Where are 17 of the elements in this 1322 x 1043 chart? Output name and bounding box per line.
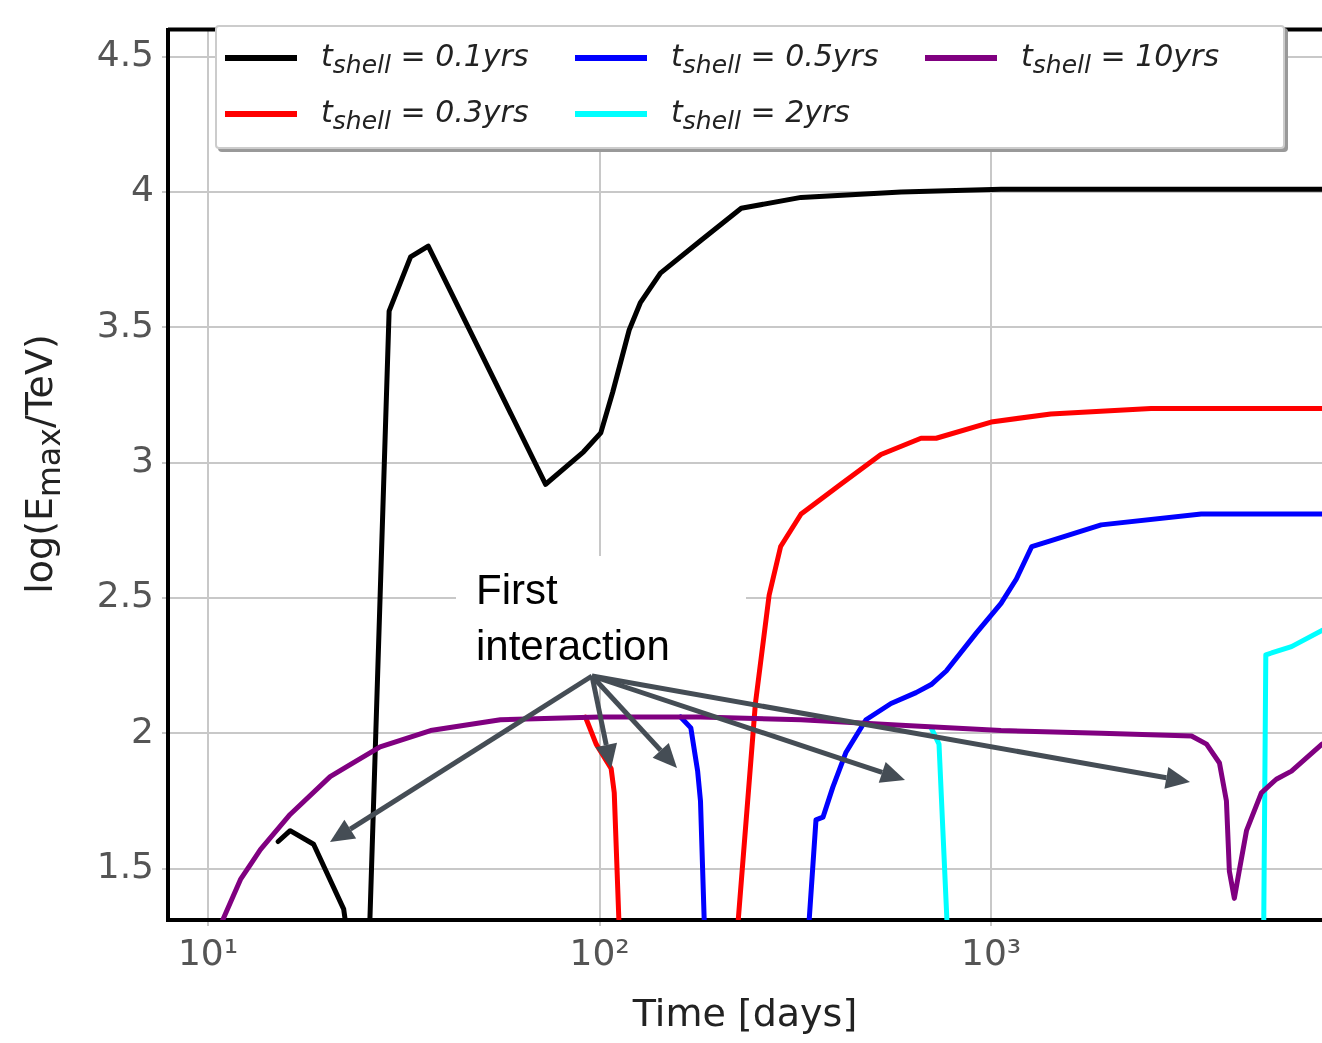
- y-tick-label: 3.5: [96, 303, 154, 345]
- annotation: First interaction: [456, 556, 746, 680]
- x-axis-title: Time [days]: [631, 991, 858, 1036]
- y-tick-label: 3: [131, 438, 154, 480]
- y-tick-label: 2.5: [96, 574, 154, 616]
- legend-label: t$_{shell}$ = 0.3yrs: [321, 93, 529, 135]
- x-tick-label: 10¹: [177, 931, 239, 973]
- y-tick-label: 4: [131, 168, 154, 210]
- x-tick-label: 10²: [569, 931, 630, 973]
- legend-label: t$_{shell}$ = 2yrs: [671, 93, 850, 135]
- y-tick-label: 4.5: [96, 33, 154, 75]
- legend-label: t$_{shell}$ = 10yrs: [1021, 37, 1220, 79]
- y-tick-label: 1.5: [96, 844, 154, 886]
- x-tick-label: 10³: [961, 931, 1022, 973]
- legend-label: t$_{shell}$ = 0.5yrs: [671, 37, 879, 79]
- legend-label: t$_{shell}$ = 0.1yrs: [321, 37, 529, 79]
- y-tick-label: 2: [131, 709, 154, 751]
